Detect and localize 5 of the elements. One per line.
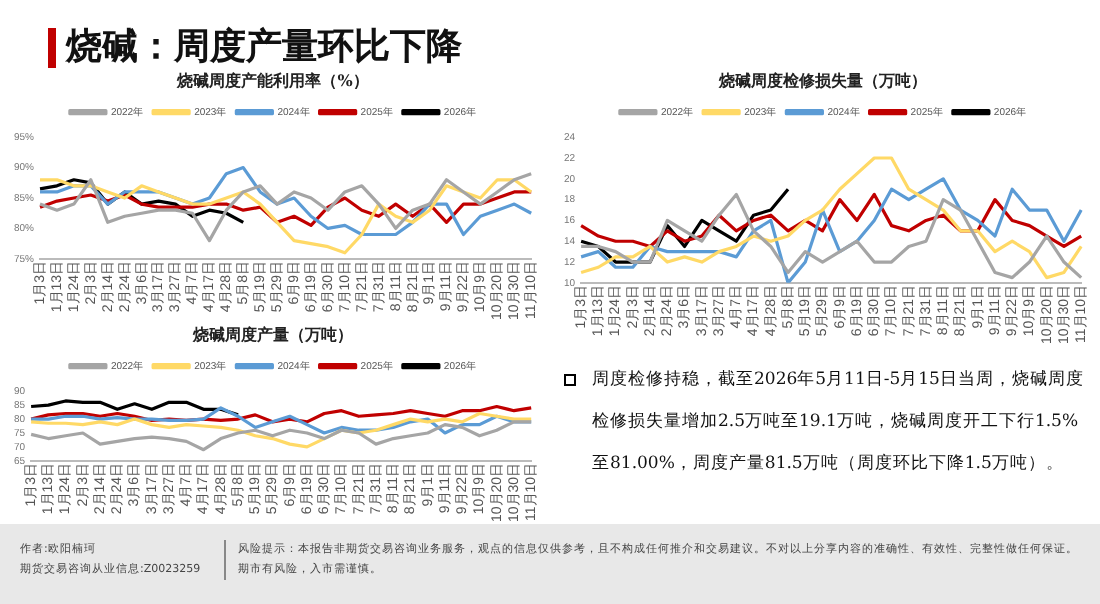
chart-title: 烧碱周度检修损失量（万吨） — [717, 69, 927, 90]
text: 烧碱：周度产量环比下降 — [66, 24, 462, 70]
text: 周度检修持稳，截至2026年5月11日-5月15日当周，烧碱周度检修损失量增加2.5万吨至19.1万吨，烧碱周度开工下行1.5%至81.00%，周度产量81.5万吨（周度环比下降1.5万吨）。 — [592, 370, 1084, 474]
chart-title: 烧碱周度产能利用率（%） — [175, 69, 369, 90]
chart-title: 烧碱周度产量（万吨） — [191, 323, 353, 344]
